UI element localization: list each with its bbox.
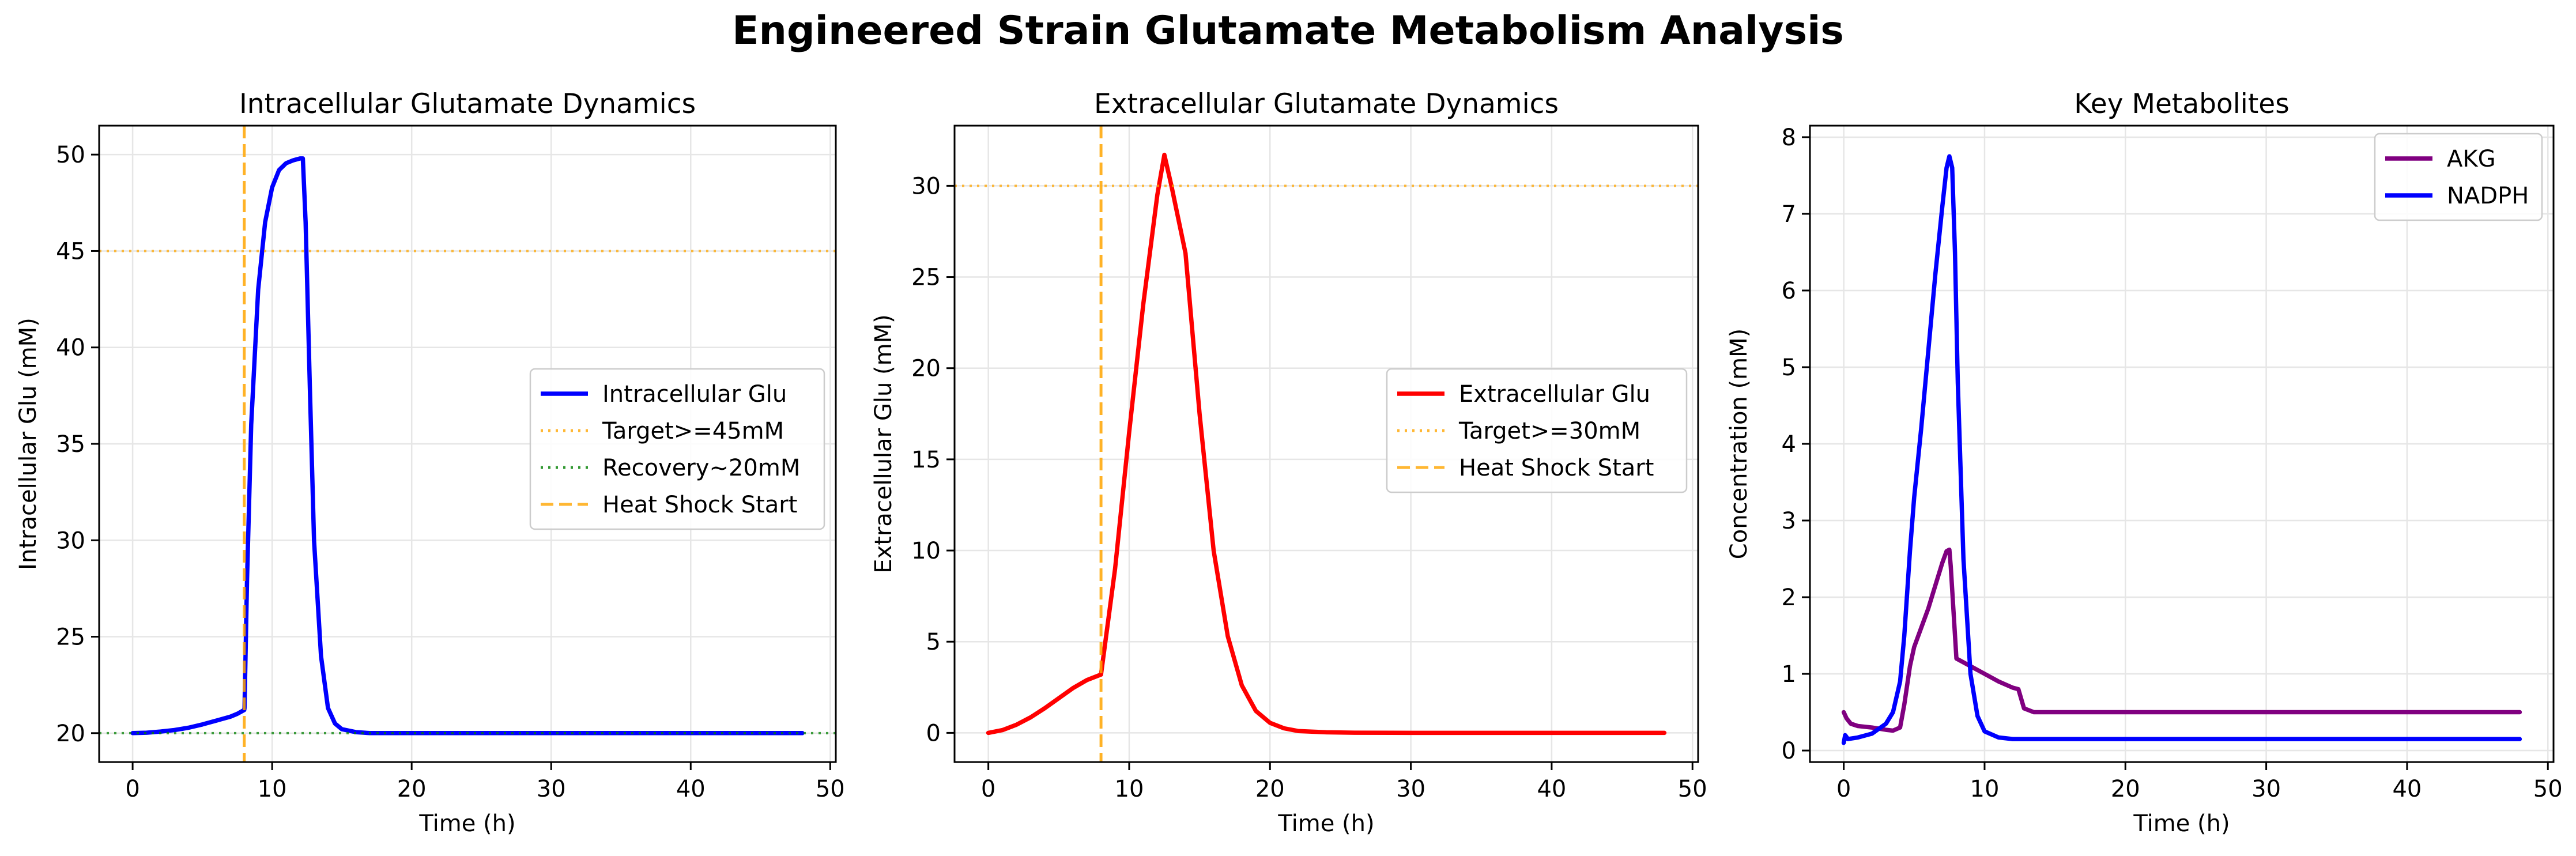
y-tick-label: 50 <box>56 142 85 168</box>
x-tick-label: 50 <box>816 776 845 802</box>
x-axis-label: Time (h) <box>418 810 515 837</box>
y-tick-label: 35 <box>56 431 85 458</box>
y-tick-label: 40 <box>56 335 85 361</box>
x-tick-label: 30 <box>537 776 566 802</box>
chart-extracellular: Extracellular Glutamate Dynamics 0 10 20 30 4… <box>870 88 1707 837</box>
y-tick-label: 45 <box>56 238 85 265</box>
series-line-extracellular-glu <box>986 152 1667 736</box>
axes-frame <box>953 125 1699 763</box>
legend-label-intracellular-glu: Intracellular Glu <box>602 381 787 408</box>
legend-label-target-30mm: Target>=30mM <box>1458 418 1640 444</box>
x-tick-label: 10 <box>1970 776 2000 802</box>
legend-box <box>529 368 825 530</box>
series-line-akg <box>1841 547 2522 733</box>
x-tick-label: 10 <box>258 776 287 802</box>
y-tick-label: 3 <box>1782 508 1796 534</box>
x-tick-label: 40 <box>676 776 706 802</box>
legend: Extracellular Glu Target>=30mM Heat Shock … <box>1386 368 1688 493</box>
chart-title: Intracellular Glutamate Dynamics <box>239 88 696 120</box>
y-tick-label: 5 <box>926 629 941 655</box>
y-tick-label: 0 <box>1782 738 1796 764</box>
y-axis-label: Intracellular Glu (mM) <box>15 318 42 570</box>
y-tick-label: 2 <box>1782 585 1796 611</box>
x-tick-label: 0 <box>125 776 139 802</box>
legend: AKG NADPH <box>2374 133 2543 221</box>
legend-label-akg: AKG <box>2447 146 2496 172</box>
y-tick-label: 0 <box>926 720 941 746</box>
chart-key-metabolites: Key Metabolites 0 10 20 30 40 50 0 1 2 3 4 5 6 7 8 Time … <box>1726 88 2563 837</box>
x-tick-label: 20 <box>1255 776 1285 802</box>
y-tick-label: 7 <box>1782 201 1796 228</box>
figure-title: Engineered Strain Glutamate Metabolism A… <box>732 8 1844 54</box>
x-tick-label: 50 <box>2533 776 2563 802</box>
y-tick-label: 5 <box>1782 355 1796 381</box>
x-axis-label: Time (h) <box>1277 810 1374 837</box>
series-line-intracellular-glu <box>130 156 805 736</box>
x-tick-label: 20 <box>397 776 427 802</box>
x-axis-label: Time (h) <box>2133 810 2230 837</box>
legend-label-heat-shock-start: Heat Shock Start <box>1459 455 1654 481</box>
x-tick-label: 0 <box>1836 776 1851 802</box>
y-tick-label: 8 <box>1782 125 1796 151</box>
x-tick-label: 0 <box>981 776 995 802</box>
y-axis-label: Concentration (mM) <box>1726 329 1752 559</box>
x-tick-label: 40 <box>2392 776 2422 802</box>
series-group <box>99 126 836 762</box>
series-group <box>1841 154 2522 745</box>
y-tick-label: 25 <box>56 624 85 651</box>
x-tick-label: 30 <box>2251 776 2281 802</box>
y-axis-label: Extracellular Glu (mM) <box>870 314 897 573</box>
legend-box <box>1386 368 1688 493</box>
y-tick-label: 1 <box>1782 661 1796 688</box>
chart-title: Key Metabolites <box>2074 88 2289 120</box>
x-tick-label: 50 <box>1678 776 1707 802</box>
y-tick-label: 20 <box>56 721 85 747</box>
chart-title: Extracellular Glutamate Dynamics <box>1094 88 1559 120</box>
legend-label-heat-shock-start: Heat Shock Start <box>602 492 797 518</box>
y-tick-label: 25 <box>911 265 941 291</box>
chart-intracellular: Intracellular Glutamate Dynamics 0 10 20 30 4… <box>15 88 845 837</box>
legend-label-recovery-20mm: Recovery~20mM <box>602 455 800 481</box>
y-tick-label: 4 <box>1782 431 1796 458</box>
y-tick-label: 6 <box>1782 278 1796 304</box>
x-tick-label: 20 <box>2111 776 2140 802</box>
series-line-nadph <box>1841 154 2522 745</box>
x-tick-label: 30 <box>1396 776 1425 802</box>
legend-box <box>2374 133 2543 221</box>
y-tick-label: 30 <box>911 173 941 199</box>
y-tick-label: 20 <box>911 356 941 382</box>
x-tick-label: 40 <box>1537 776 1566 802</box>
legend-label-nadph: NADPH <box>2447 183 2529 209</box>
series-group <box>955 126 1698 762</box>
y-tick-label: 30 <box>56 527 85 554</box>
legend: Intracellular Glu Target>=45mM Recovery~20… <box>529 368 825 530</box>
x-tick-label: 10 <box>1115 776 1144 802</box>
y-tick-label: 15 <box>911 447 941 473</box>
y-tick-label: 10 <box>911 538 941 564</box>
legend-label-extracellular-glu: Extracellular Glu <box>1459 381 1650 408</box>
legend-label-target-45mm: Target>=45mM <box>602 418 784 444</box>
